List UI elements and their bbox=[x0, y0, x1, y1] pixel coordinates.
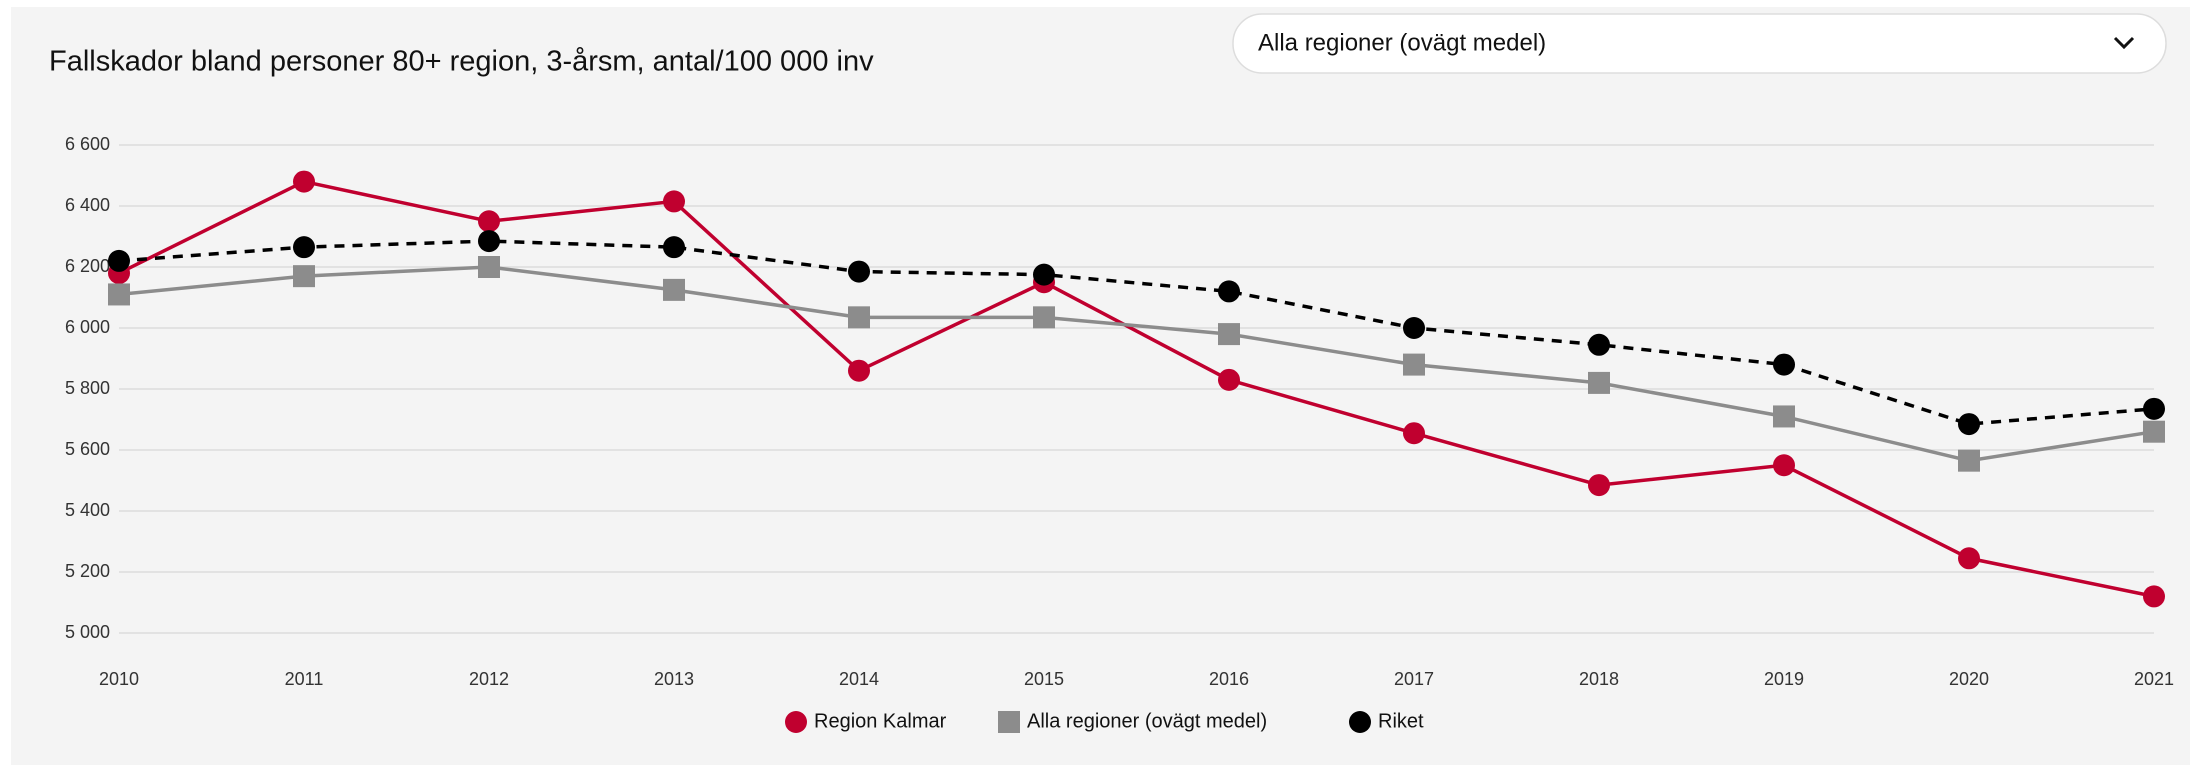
data-point bbox=[1773, 353, 1795, 376]
data-point bbox=[1403, 422, 1425, 445]
y-tick-label: 6 200 bbox=[65, 256, 110, 276]
legend-label: Riket bbox=[1378, 710, 1424, 732]
data-point bbox=[1773, 405, 1795, 428]
x-tick-label: 2015 bbox=[1024, 669, 1064, 689]
data-point bbox=[293, 170, 315, 193]
data-point bbox=[1958, 449, 1980, 472]
data-point bbox=[1218, 280, 1240, 303]
data-point bbox=[663, 278, 685, 301]
y-tick-label: 5 600 bbox=[65, 439, 110, 459]
x-tick-label: 2020 bbox=[1949, 669, 1989, 689]
x-tick-label: 2019 bbox=[1764, 669, 1804, 689]
data-point bbox=[1218, 323, 1240, 346]
data-point bbox=[1588, 333, 1610, 356]
x-tick-label: 2012 bbox=[469, 669, 509, 689]
x-tick-label: 2011 bbox=[285, 669, 324, 689]
data-point bbox=[2143, 397, 2165, 420]
data-point bbox=[848, 260, 870, 283]
data-point bbox=[478, 256, 500, 278]
legend-marker bbox=[998, 711, 1020, 733]
x-tick-label: 2013 bbox=[654, 669, 694, 689]
y-tick-label: 6 600 bbox=[65, 134, 110, 154]
y-tick-label: 6 400 bbox=[65, 195, 110, 215]
panel bbox=[11, 7, 2190, 765]
chart-title: Fallskador bland personer 80+ region, 3-… bbox=[49, 46, 874, 78]
y-tick-label: 6 000 bbox=[65, 317, 110, 337]
dropdown-label[interactable]: Alla regioner (ovägt medel) bbox=[1258, 29, 1546, 56]
series-line bbox=[118, 179, 2155, 599]
x-tick-label: 2017 bbox=[1394, 669, 1434, 689]
data-point bbox=[1403, 317, 1425, 339]
y-tick-label: 5 200 bbox=[65, 561, 110, 581]
legend-marker bbox=[785, 711, 807, 733]
legend-label: Region Kalmar bbox=[814, 710, 947, 732]
data-point bbox=[848, 306, 870, 329]
data-point bbox=[108, 283, 130, 306]
x-tick-label: 2010 bbox=[99, 669, 139, 689]
dropdown-chevron[interactable] bbox=[2113, 36, 2135, 50]
data-point bbox=[1588, 371, 1610, 394]
legend-marker bbox=[1349, 711, 1371, 733]
y-tick-label: 5 000 bbox=[65, 622, 110, 642]
data-point bbox=[478, 210, 500, 233]
data-point bbox=[1033, 263, 1055, 286]
data-point bbox=[848, 359, 870, 382]
data-point bbox=[1958, 547, 1980, 570]
data-point bbox=[1773, 454, 1795, 477]
x-tick-label: 2018 bbox=[1579, 669, 1619, 689]
y-tick-label: 5 400 bbox=[65, 500, 110, 520]
x-tick-label: 2014 bbox=[839, 669, 879, 689]
data-point bbox=[1588, 474, 1610, 497]
y-tick-label: 5 800 bbox=[65, 378, 110, 398]
dropdown-box[interactable] bbox=[1232, 13, 2167, 74]
dropdown[interactable]: Alla regioner (ovägt medel) bbox=[1232, 13, 2167, 74]
data-point bbox=[293, 265, 315, 288]
data-point bbox=[478, 230, 500, 253]
x-tick-label: 2016 bbox=[1209, 669, 1249, 689]
x-tick-label: 2021 bbox=[2134, 669, 2174, 689]
data-point bbox=[108, 249, 130, 272]
data-point bbox=[663, 190, 685, 213]
series-line bbox=[118, 265, 2155, 463]
data-point bbox=[2143, 420, 2165, 443]
data-point bbox=[1958, 413, 1980, 436]
data-point bbox=[2143, 585, 2165, 608]
data-point bbox=[293, 236, 315, 259]
data-point bbox=[1403, 353, 1425, 376]
data-point bbox=[1218, 368, 1240, 391]
data-point bbox=[663, 236, 685, 259]
legend-label: Alla regioner (ovägt medel) bbox=[1027, 710, 1267, 732]
data-point bbox=[1033, 306, 1055, 329]
